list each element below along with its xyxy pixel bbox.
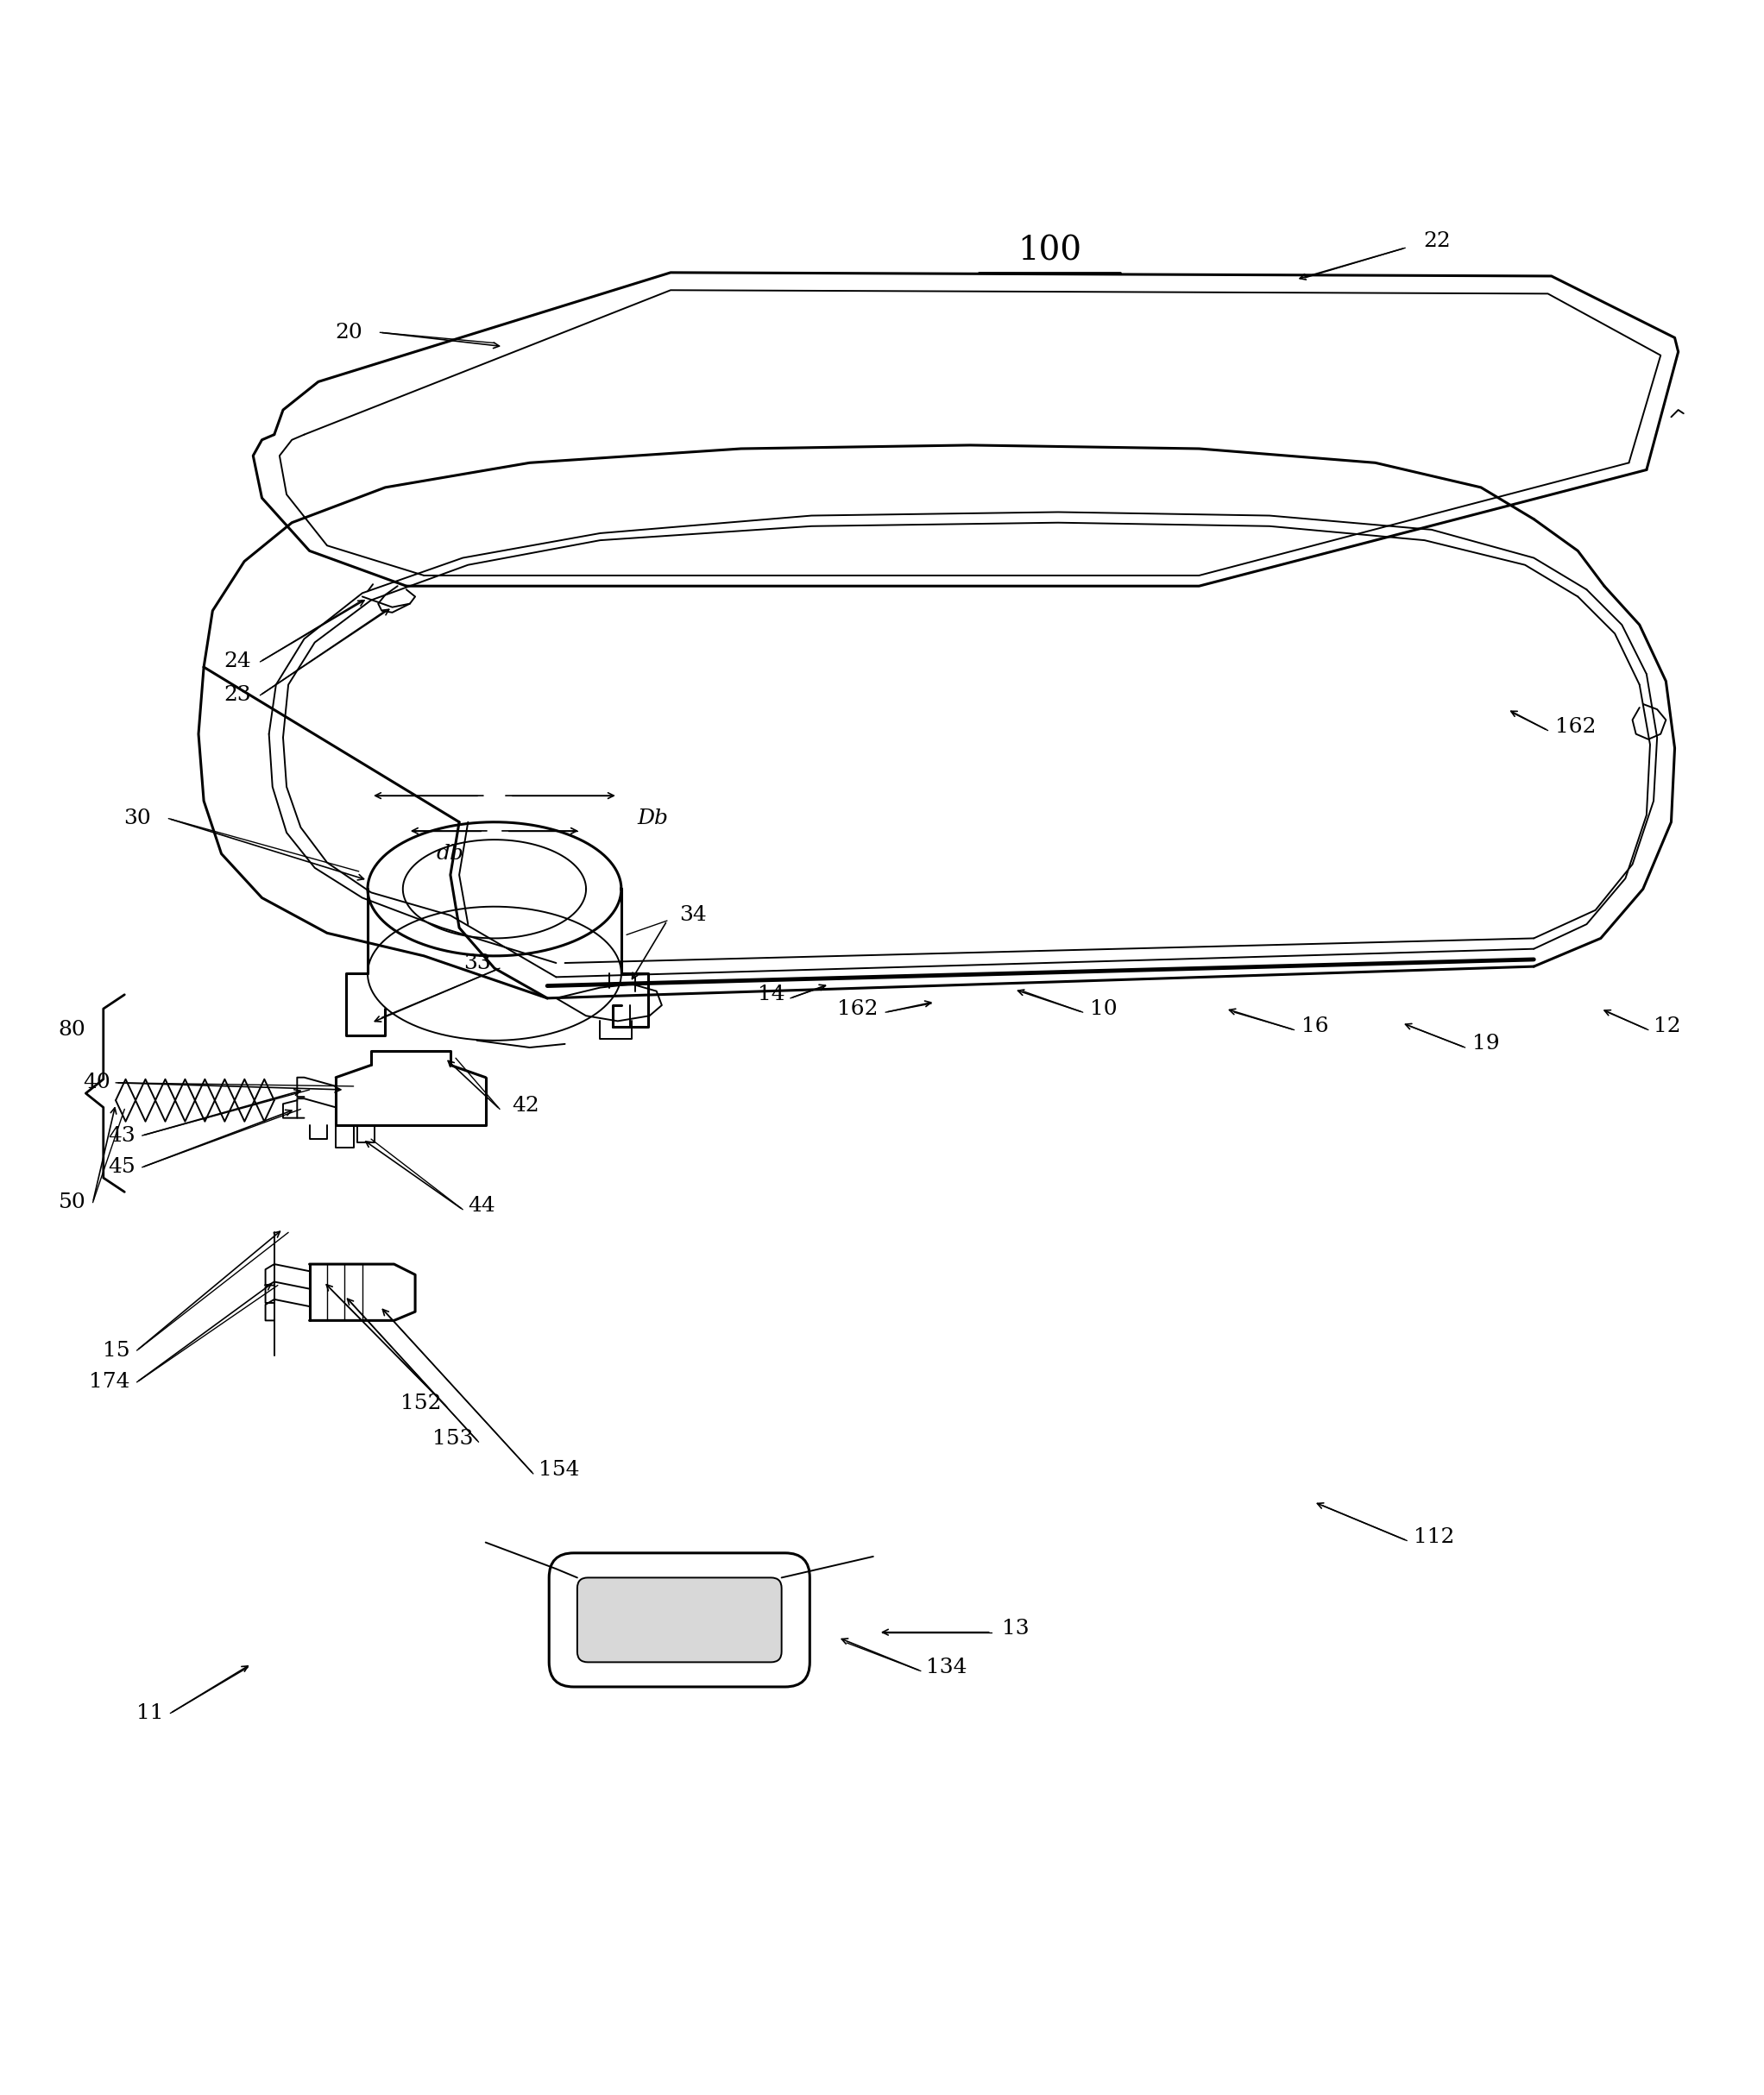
Text: 174: 174 <box>88 1372 131 1391</box>
Text: 50: 50 <box>58 1192 86 1213</box>
Text: 23: 23 <box>224 685 250 706</box>
Text: db: db <box>437 844 464 863</box>
Text: 134: 134 <box>926 1657 967 1678</box>
Text: 24: 24 <box>224 652 250 672</box>
Text: 154: 154 <box>538 1460 580 1481</box>
Text: 43: 43 <box>108 1125 136 1146</box>
FancyBboxPatch shape <box>549 1552 810 1686</box>
Text: 11: 11 <box>136 1703 164 1724</box>
Text: 16: 16 <box>1302 1016 1328 1037</box>
Text: 22: 22 <box>1424 230 1450 251</box>
Text: 80: 80 <box>58 1020 86 1039</box>
Text: 33: 33 <box>464 953 490 972</box>
Text: 14: 14 <box>759 985 785 1006</box>
FancyBboxPatch shape <box>577 1578 781 1661</box>
Text: 100: 100 <box>1018 235 1081 268</box>
Text: 40: 40 <box>83 1073 111 1094</box>
Text: 42: 42 <box>512 1096 540 1115</box>
Text: 10: 10 <box>1090 999 1117 1018</box>
Text: 44: 44 <box>467 1196 496 1215</box>
Text: 20: 20 <box>335 323 362 341</box>
Text: 34: 34 <box>679 905 707 926</box>
Text: 13: 13 <box>1002 1619 1028 1638</box>
Text: 19: 19 <box>1473 1035 1499 1054</box>
Text: 112: 112 <box>1415 1527 1455 1546</box>
Text: 12: 12 <box>1653 1016 1681 1037</box>
Text: 153: 153 <box>432 1429 473 1448</box>
Text: 15: 15 <box>102 1341 131 1360</box>
Text: 162: 162 <box>838 999 878 1018</box>
Text: Db: Db <box>637 809 669 828</box>
Text: 152: 152 <box>400 1393 441 1414</box>
Text: 162: 162 <box>1554 716 1596 737</box>
Text: 45: 45 <box>108 1156 136 1177</box>
Text: 30: 30 <box>123 809 152 828</box>
